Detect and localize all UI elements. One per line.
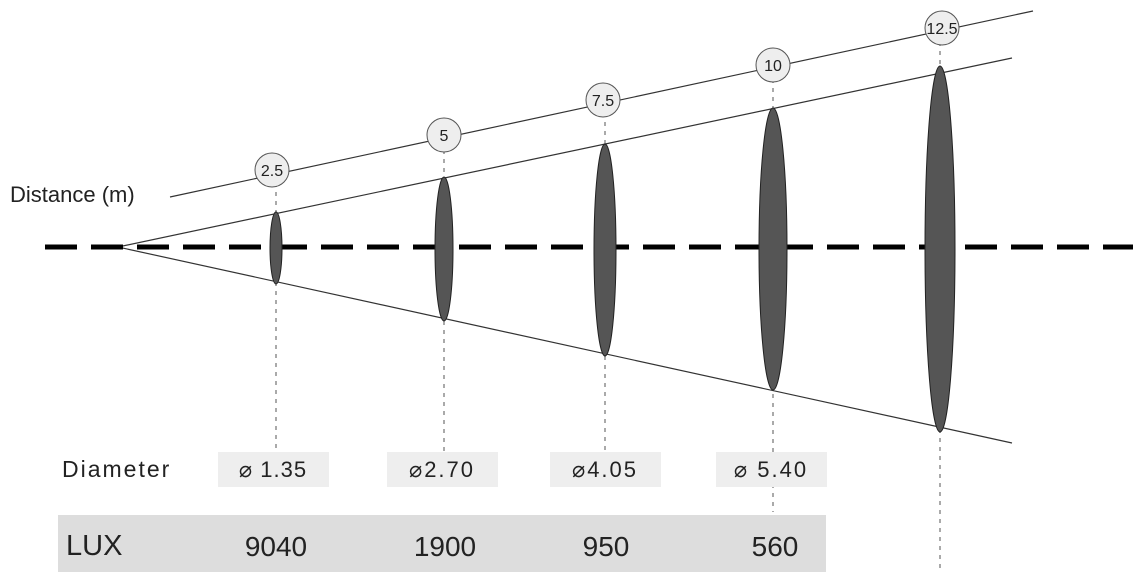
beam-cone	[117, 10, 1034, 444]
lux-values: 9040 1900 950 560	[245, 531, 799, 562]
distance-bubble: 12.5	[924, 10, 960, 46]
diameter-value: ⌀2.70	[409, 457, 475, 482]
lux-value: 560	[752, 531, 799, 562]
distance-bubble: 2.5	[254, 152, 290, 188]
lux-value: 1900	[414, 531, 476, 562]
diameter-value: ⌀ 1.35	[239, 457, 307, 482]
diameter-label: Diameter	[62, 456, 171, 482]
diameter-value: ⌀ 5.40	[734, 457, 808, 482]
diameter-box	[218, 452, 329, 487]
distance-value: 7.5	[592, 93, 614, 110]
diameter-value: ⌀4.05	[572, 457, 638, 482]
bubble-circle	[924, 10, 960, 46]
distance-bubbles: 2.5 5 7.5 10 12.5	[254, 10, 960, 188]
beam-section	[924, 65, 956, 433]
beam-section	[434, 176, 454, 322]
beam-section	[269, 211, 283, 285]
diameter-box	[387, 452, 498, 487]
bubble-circle	[585, 82, 621, 118]
distance-bubble: 7.5	[585, 82, 621, 118]
beam-section	[758, 107, 788, 391]
lux-value: 9040	[245, 531, 307, 562]
bubble-circle	[426, 117, 462, 153]
diameter-values: ⌀ 1.35 ⌀2.70 ⌀4.05 ⌀ 5.40	[218, 452, 827, 487]
distance-label: Distance (m)	[10, 182, 135, 207]
distance-value: 5	[440, 128, 449, 145]
beam-section	[593, 143, 617, 357]
distance-bubble: 10	[755, 47, 791, 83]
distance-value: 12.5	[926, 21, 957, 38]
distance-bubble: 5	[426, 117, 462, 153]
bubble-circle	[755, 47, 791, 83]
distance-value: 10	[764, 58, 782, 75]
diameter-box	[550, 452, 661, 487]
bubble-circle	[254, 152, 290, 188]
lux-band	[58, 515, 826, 572]
cone-upper-edge	[117, 57, 1013, 248]
diameter-box	[716, 452, 827, 487]
distance-value: 2.5	[261, 163, 283, 180]
beam-sections	[269, 65, 956, 433]
cone-lower-edge	[117, 246, 1013, 444]
lux-label: LUX	[66, 530, 122, 562]
lux-value: 950	[583, 531, 630, 562]
